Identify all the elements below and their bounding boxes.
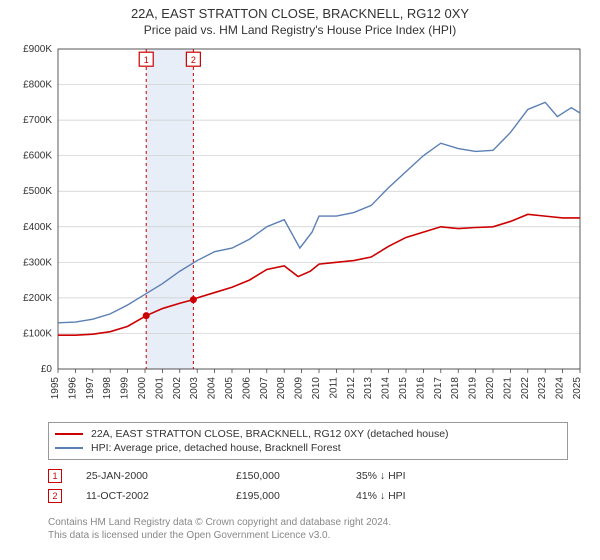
footer-line2: This data is licensed under the Open Gov… — [48, 529, 568, 542]
svg-text:2007: 2007 — [259, 377, 270, 400]
chart-area: £0 £100K £200K £300K £400K £500K £600K £700K £80… — [0, 39, 600, 419]
marker-date: 25-JAN-2000 — [86, 470, 236, 482]
svg-text:2009: 2009 — [294, 377, 305, 400]
marker-table: 1 25-JAN-2000£150,00035% ↓ HPI 2 11-OCT-200… — [48, 466, 568, 506]
svg-text:2004: 2004 — [207, 377, 218, 400]
title-sub: Price paid vs. HM Land Registry's House … — [0, 23, 600, 37]
svg-text:£500K: £500K — [23, 186, 52, 197]
svg-text:2013: 2013 — [363, 377, 374, 400]
svg-text:2: 2 — [191, 55, 196, 65]
svg-text:2016: 2016 — [415, 377, 426, 400]
legend-label: 22A, EAST STRATTON CLOSE, BRACKNELL, RG1… — [91, 428, 449, 440]
chart-titles: 22A, EAST STRATTON CLOSE, BRACKNELL, RG1… — [0, 0, 600, 39]
legend: 22A, EAST STRATTON CLOSE, BRACKNELL, RG1… — [48, 422, 568, 460]
svg-text:2023: 2023 — [537, 377, 548, 400]
svg-text:1998: 1998 — [102, 377, 113, 400]
svg-text:£800K: £800K — [23, 80, 52, 91]
svg-text:1997: 1997 — [85, 377, 96, 400]
svg-text:2010: 2010 — [311, 377, 322, 400]
marker-row: 2 11-OCT-2002£195,00041% ↓ HPI — [48, 486, 568, 506]
legend-row: 22A, EAST STRATTON CLOSE, BRACKNELL, RG1… — [55, 427, 561, 441]
marker-price: £195,000 — [236, 490, 356, 502]
marker-row: 1 25-JAN-2000£150,00035% ↓ HPI — [48, 466, 568, 486]
svg-text:2025: 2025 — [572, 377, 583, 400]
svg-text:£600K: £600K — [23, 151, 52, 162]
svg-text:2003: 2003 — [189, 377, 200, 400]
svg-text:£400K: £400K — [23, 222, 52, 233]
legend-row: HPI: Average price, detached house, Brac… — [55, 441, 561, 455]
svg-text:£0: £0 — [41, 364, 53, 375]
svg-text:£900K: £900K — [23, 44, 52, 55]
svg-text:2006: 2006 — [241, 377, 252, 400]
svg-text:2018: 2018 — [450, 377, 461, 400]
svg-text:£200K: £200K — [23, 293, 52, 304]
svg-text:2001: 2001 — [154, 377, 165, 400]
svg-text:2021: 2021 — [502, 377, 513, 400]
line-chart-svg: £0 £100K £200K £300K £400K £500K £600K £700K £80… — [0, 39, 600, 419]
footer-line1: Contains HM Land Registry data © Crown c… — [48, 516, 568, 529]
marker-box: 1 — [48, 469, 62, 483]
svg-text:2024: 2024 — [555, 377, 566, 400]
svg-text:1: 1 — [144, 55, 149, 65]
marker-price: £150,000 — [236, 470, 356, 482]
svg-text:2012: 2012 — [346, 377, 357, 400]
footer: Contains HM Land Registry data © Crown c… — [48, 516, 568, 542]
svg-text:2002: 2002 — [172, 377, 183, 400]
marker-date: 11-OCT-2002 — [86, 490, 236, 502]
marker-pct: 41% ↓ HPI — [356, 490, 476, 502]
svg-text:2008: 2008 — [276, 377, 287, 400]
legend-swatch — [55, 433, 83, 435]
svg-text:1995: 1995 — [50, 377, 61, 400]
svg-text:2000: 2000 — [137, 377, 148, 400]
title-main: 22A, EAST STRATTON CLOSE, BRACKNELL, RG1… — [0, 6, 600, 21]
svg-text:2014: 2014 — [381, 377, 392, 400]
svg-text:2015: 2015 — [398, 377, 409, 400]
svg-text:1996: 1996 — [67, 377, 78, 400]
svg-text:2011: 2011 — [328, 377, 339, 399]
svg-text:£300K: £300K — [23, 257, 52, 268]
marker-box: 2 — [48, 489, 62, 503]
svg-text:2020: 2020 — [485, 377, 496, 400]
svg-text:1999: 1999 — [120, 377, 131, 400]
svg-text:2019: 2019 — [468, 377, 479, 400]
legend-swatch — [55, 447, 83, 449]
svg-text:2022: 2022 — [520, 377, 531, 400]
svg-text:2017: 2017 — [433, 377, 444, 400]
legend-label: HPI: Average price, detached house, Brac… — [91, 442, 341, 454]
svg-text:£100K: £100K — [23, 328, 52, 339]
svg-text:2005: 2005 — [224, 377, 235, 400]
svg-text:£700K: £700K — [23, 115, 52, 126]
marker-pct: 35% ↓ HPI — [356, 470, 476, 482]
